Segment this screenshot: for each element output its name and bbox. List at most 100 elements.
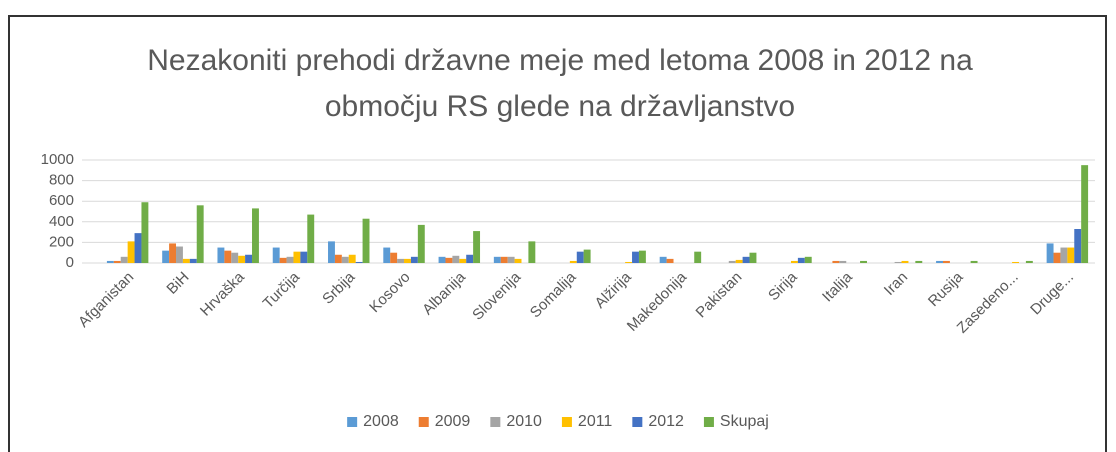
x-tick-label: Rusija	[925, 268, 967, 310]
bar	[901, 260, 909, 263]
bar	[860, 260, 867, 263]
bar	[362, 218, 370, 263]
bar	[735, 259, 743, 263]
bar	[942, 260, 950, 263]
bar	[245, 254, 253, 263]
bar	[196, 205, 204, 263]
legend-label: Skupaj	[720, 413, 769, 430]
bar	[507, 256, 515, 263]
bar	[694, 251, 702, 263]
y-tick-label: 800	[49, 172, 74, 189]
legend-swatch	[347, 417, 358, 427]
bar	[176, 246, 183, 263]
bar	[390, 252, 398, 263]
x-tick-label: Turčija	[260, 268, 304, 312]
bar	[473, 231, 481, 263]
bar	[466, 254, 474, 263]
bar	[625, 261, 633, 263]
bar	[528, 241, 536, 263]
bar	[583, 249, 591, 263]
y-tick-label: 400	[49, 213, 74, 230]
y-tick-label: 1000	[41, 151, 74, 168]
bar	[238, 255, 246, 263]
bar	[569, 260, 577, 263]
bar	[293, 251, 301, 263]
x-tick-label: Alžirija	[592, 268, 636, 312]
bar	[749, 252, 757, 263]
x-tick-label: Sirija	[765, 268, 801, 304]
x-tick-label: Makedonija	[624, 268, 691, 335]
bar	[493, 256, 501, 263]
bar	[279, 257, 287, 263]
bar	[410, 256, 418, 263]
bar	[182, 258, 190, 263]
bar	[341, 256, 349, 263]
bar	[839, 260, 847, 263]
bar	[224, 250, 232, 263]
bar	[348, 254, 356, 263]
bar	[804, 256, 812, 263]
bar	[970, 260, 978, 263]
chart-frame	[8, 15, 1107, 452]
bar	[742, 256, 750, 263]
y-tick-label: 600	[49, 192, 74, 209]
x-tick-label: Somalija	[527, 268, 580, 321]
chart-title: Nezakoniti prehodi državne meje med leto…	[147, 44, 973, 123]
legend-label: 2009	[435, 413, 471, 430]
x-tick-label: Italija	[819, 268, 856, 305]
bar	[334, 254, 342, 263]
bar	[576, 251, 584, 263]
bar	[141, 202, 149, 263]
bar	[286, 256, 294, 263]
bar	[404, 258, 411, 263]
legend-swatch	[490, 417, 501, 427]
y-tick-label: 0	[66, 254, 74, 271]
bar	[915, 260, 923, 263]
bar	[632, 251, 639, 263]
x-tick-label: Albanija	[419, 268, 469, 318]
bar	[514, 258, 522, 263]
x-tick-label: Hrvaška	[197, 268, 248, 319]
bar	[272, 247, 280, 263]
bar	[397, 258, 405, 263]
bar	[1053, 252, 1061, 263]
bar	[438, 256, 446, 263]
bar	[1074, 229, 1082, 263]
bar	[120, 256, 128, 263]
bar	[1046, 243, 1054, 263]
y-tick-label: 200	[49, 233, 74, 250]
x-tick-label: Kosovo	[366, 269, 413, 316]
bar	[452, 255, 460, 263]
bar	[459, 258, 467, 263]
bar	[1025, 260, 1033, 263]
legend-label: 2011	[578, 413, 613, 430]
bar	[189, 258, 197, 263]
legend-swatch	[418, 417, 429, 427]
legend-swatch	[632, 417, 643, 427]
bar	[894, 261, 902, 263]
bar	[1081, 165, 1089, 263]
bar	[638, 250, 646, 263]
bar	[659, 256, 667, 263]
bar	[417, 224, 425, 263]
bar	[134, 233, 142, 263]
bar	[936, 260, 943, 263]
bar	[383, 247, 391, 263]
bar	[252, 208, 259, 263]
bar	[500, 256, 508, 263]
x-tick-label: Druge...	[1027, 269, 1077, 319]
bar	[445, 257, 453, 263]
bar	[1060, 247, 1068, 263]
x-tick-label: Srbija	[319, 268, 359, 308]
bar	[307, 214, 315, 263]
bar	[106, 260, 114, 263]
bar	[1012, 261, 1019, 263]
x-tick-label: Slovenija	[469, 268, 525, 324]
legend-swatch	[561, 417, 572, 427]
legend-label: 2010	[506, 413, 542, 430]
bar	[355, 261, 363, 263]
bar	[728, 260, 736, 263]
bar	[169, 243, 177, 263]
bar	[832, 260, 840, 263]
